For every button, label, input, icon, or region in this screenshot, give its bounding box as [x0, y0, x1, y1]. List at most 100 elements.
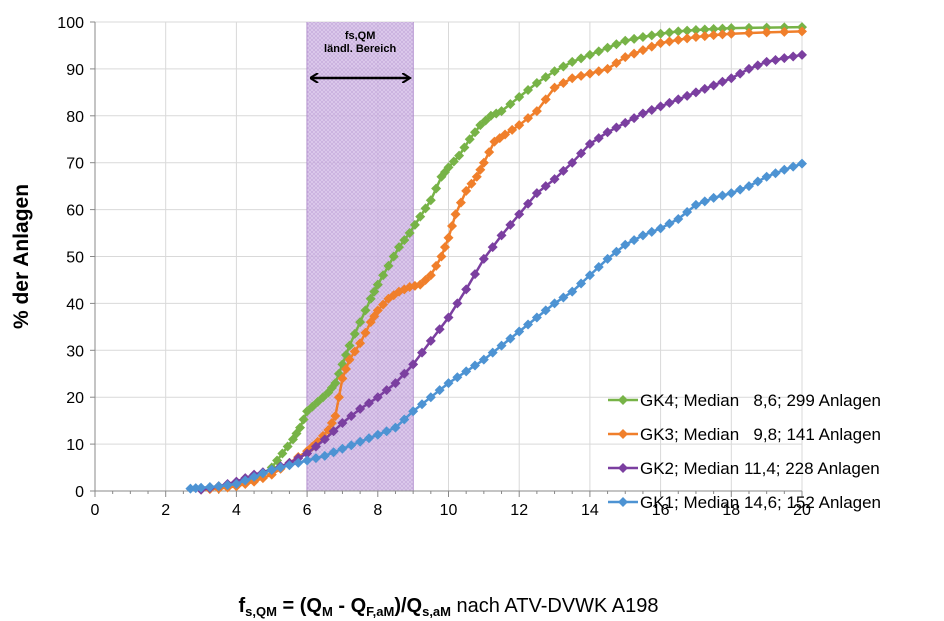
x-tick-label: 6: [303, 502, 312, 519]
x-label-rest: nach ATV-DVWK A198: [451, 595, 659, 617]
data-point: [408, 406, 419, 417]
data-point: [664, 97, 675, 108]
y-tick-label: 70: [66, 156, 84, 173]
data-point: [196, 482, 207, 493]
data-point: [779, 26, 790, 37]
data-point: [779, 53, 790, 64]
data-point: [514, 92, 525, 103]
data-point: [213, 481, 224, 492]
data-point: [399, 235, 410, 246]
legend-item: GK2; Median 11,4; 228 Anlagen: [608, 459, 880, 478]
data-point: [655, 101, 666, 112]
x-tick-label: 2: [161, 502, 170, 519]
data-point: [360, 327, 371, 338]
data-point: [699, 24, 710, 35]
data-point: [576, 70, 587, 81]
data-point: [363, 433, 374, 444]
data-point: [523, 198, 534, 209]
data-point: [275, 462, 286, 473]
band-label-line2: ländl. Bereich: [324, 43, 396, 55]
data-point: [409, 219, 420, 230]
data-point: [620, 117, 631, 128]
data-point: [372, 279, 383, 290]
data-point: [349, 346, 360, 357]
data-point: [381, 426, 392, 437]
series-line: [200, 30, 803, 491]
data-point: [443, 312, 454, 323]
data-point: [779, 164, 790, 175]
data-point: [360, 305, 371, 316]
data-point: [629, 113, 640, 124]
data-point: [231, 478, 242, 489]
data-point: [664, 218, 675, 229]
x-tick-label: 16: [652, 502, 670, 519]
data-point: [337, 417, 348, 428]
data-point: [496, 106, 507, 117]
legend-marker: [618, 463, 628, 473]
data-point: [372, 429, 383, 440]
data-point: [743, 28, 754, 39]
data-point: [344, 354, 355, 365]
legend-item: GK3; Median 9,8; 141 Anlagen: [608, 425, 881, 444]
y-tick-label: 50: [66, 250, 84, 267]
data-point: [743, 63, 754, 74]
data-point: [558, 77, 569, 88]
data-point: [690, 87, 701, 98]
data-point: [699, 31, 710, 42]
data-point: [735, 68, 746, 79]
data-point: [717, 76, 728, 87]
data-point: [620, 35, 631, 46]
data-point: [319, 450, 330, 461]
data-point: [330, 410, 341, 421]
data-point: [505, 333, 516, 344]
data-point: [761, 27, 772, 38]
data-point: [337, 373, 348, 384]
series-gk4: [196, 22, 807, 494]
data-point: [558, 165, 569, 176]
data-point: [629, 48, 640, 59]
data-point: [459, 142, 470, 153]
data-point: [355, 317, 366, 328]
data-point: [514, 209, 525, 220]
data-point: [602, 253, 613, 264]
data-point: [699, 83, 710, 94]
data-point: [558, 61, 569, 72]
band-label-line1: fs,QM: [345, 30, 376, 42]
data-point: [431, 260, 442, 271]
data-point: [302, 455, 313, 466]
data-point: [602, 63, 613, 74]
data-point: [708, 80, 719, 91]
data-point: [611, 58, 622, 69]
data-point: [434, 324, 445, 335]
data-point: [425, 335, 436, 346]
data-point: [507, 124, 518, 135]
data-point: [576, 278, 587, 289]
y-tick-label: 90: [66, 62, 84, 79]
data-point: [611, 246, 622, 257]
data-point: [531, 106, 542, 117]
data-point: [673, 26, 684, 37]
data-point: [531, 188, 542, 199]
data-point: [455, 197, 466, 208]
y-tick-label: 10: [66, 437, 84, 454]
data-point: [629, 33, 640, 44]
data-point: [699, 196, 710, 207]
data-point: [257, 468, 268, 479]
data-point: [372, 392, 383, 403]
legend-label: GK2; Median 11,4; 228 Anlagen: [640, 459, 880, 478]
data-point: [505, 219, 516, 230]
data-point: [549, 298, 560, 309]
data-point: [620, 52, 631, 63]
data-point: [593, 133, 604, 144]
data-point: [484, 147, 495, 158]
legend-marker: [618, 429, 628, 439]
data-point: [593, 262, 604, 273]
x-label-f-sub: s,QM: [245, 604, 277, 619]
data-point: [646, 226, 657, 237]
data-point: [717, 29, 728, 40]
data-point: [388, 251, 399, 262]
x-label-fam-sub: F,aM: [366, 604, 394, 619]
y-tick-label: 20: [66, 390, 84, 407]
data-point: [487, 347, 498, 358]
